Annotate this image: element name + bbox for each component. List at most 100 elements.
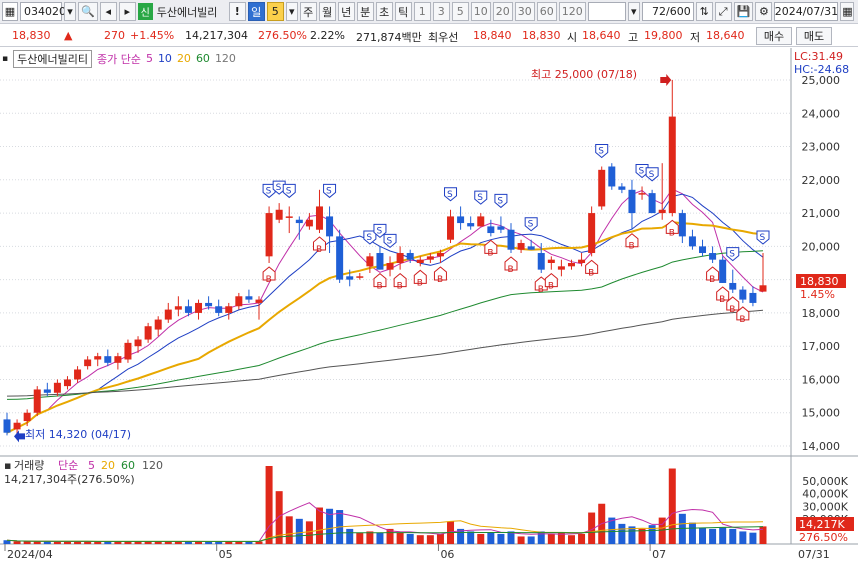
candle-body[interactable] — [699, 246, 707, 254]
volume-bar[interactable] — [699, 527, 707, 544]
volume-bar[interactable] — [356, 532, 364, 544]
interval-3-button[interactable]: 3 — [432, 2, 450, 21]
candle-body[interactable] — [13, 422, 21, 430]
candle-body[interactable] — [3, 419, 11, 433]
buy-signal-icon[interactable] — [262, 266, 276, 281]
volume-bar[interactable] — [436, 533, 444, 544]
buy-signal-icon[interactable] — [585, 259, 599, 274]
candle-body[interactable] — [759, 285, 767, 292]
candle-body[interactable] — [628, 189, 636, 214]
buy-signal-icon[interactable] — [312, 236, 326, 251]
candle-body[interactable] — [386, 263, 394, 270]
volume-bar[interactable] — [154, 541, 162, 544]
volume-bar[interactable] — [104, 541, 112, 544]
candle-body[interactable] — [114, 356, 122, 363]
volume-bar[interactable] — [144, 541, 152, 544]
volume-bar[interactable] — [517, 536, 525, 544]
candle-body[interactable] — [547, 259, 555, 263]
interval-5-button[interactable]: 5 — [451, 2, 469, 21]
volume-bar[interactable] — [43, 541, 51, 544]
volume-bar[interactable] — [23, 541, 31, 544]
volume-bar[interactable] — [618, 523, 626, 544]
buy-signal-icon[interactable] — [625, 233, 639, 248]
volume-bar[interactable] — [295, 518, 303, 544]
volume-bar[interactable] — [215, 541, 223, 544]
volume-bar[interactable] — [114, 541, 122, 544]
volume-bar[interactable] — [527, 536, 535, 544]
sell-signal-icon[interactable] — [373, 223, 387, 239]
period-tick-button[interactable]: 틱 — [394, 2, 412, 21]
candle-body[interactable] — [396, 253, 404, 263]
candle-body[interactable] — [436, 253, 444, 257]
volume-bar[interactable] — [709, 528, 717, 544]
candle-body[interactable] — [457, 216, 465, 224]
candle-body[interactable] — [598, 169, 606, 207]
candle-body[interactable] — [315, 206, 323, 230]
candle-body[interactable] — [285, 216, 293, 218]
volume-bar[interactable] — [739, 531, 747, 544]
candle-body[interactable] — [416, 259, 424, 263]
custom-interval-input[interactable] — [587, 2, 626, 21]
candle-body[interactable] — [618, 186, 626, 190]
candle-body[interactable] — [658, 209, 666, 214]
candle-body[interactable] — [305, 219, 313, 227]
volume-bar[interactable] — [305, 521, 313, 544]
period-month-button[interactable]: 월 — [318, 2, 336, 21]
candle-body[interactable] — [336, 236, 344, 280]
candle-body[interactable] — [537, 253, 545, 270]
volume-bar[interactable] — [507, 531, 515, 544]
volume-bar[interactable] — [608, 517, 616, 544]
candle-body[interactable] — [124, 342, 132, 360]
volume-bar[interactable] — [94, 541, 102, 544]
volume-bar[interactable] — [557, 532, 565, 544]
volume-bar[interactable] — [719, 527, 727, 544]
candle-body[interactable] — [275, 209, 283, 220]
candle-body[interactable] — [144, 326, 152, 340]
volume-bar[interactable] — [396, 532, 404, 544]
volume-bar[interactable] — [386, 528, 394, 544]
sell-signal-icon[interactable] — [494, 193, 508, 209]
candle-body[interactable] — [477, 216, 485, 227]
volume-bar[interactable] — [497, 533, 505, 544]
volume-bar[interactable] — [74, 541, 82, 544]
right-arrow-icon[interactable]: ▸ — [118, 2, 136, 21]
volume-bar[interactable] — [638, 528, 646, 544]
sell-signal-icon[interactable] — [474, 190, 488, 205]
volume-bar[interactable] — [759, 526, 767, 544]
buy-signal-icon[interactable] — [706, 266, 720, 281]
candle-body[interactable] — [467, 223, 475, 227]
buy-signal-icon[interactable] — [504, 256, 518, 271]
period-dropdown-icon[interactable]: ▾ — [285, 2, 298, 21]
volume-bar[interactable] — [53, 541, 61, 544]
volume-bar[interactable] — [688, 522, 696, 544]
buy-signal-icon[interactable] — [373, 273, 387, 288]
volume-bar[interactable] — [13, 541, 21, 544]
period-count-button[interactable]: 5 — [266, 2, 284, 21]
calendar-icon[interactable]: ▦ — [840, 2, 855, 21]
sell-signal-icon[interactable] — [635, 163, 649, 179]
candle-body[interactable] — [164, 309, 172, 320]
candle-body[interactable] — [255, 299, 263, 303]
candle-body[interactable] — [43, 389, 51, 393]
volume-bar[interactable] — [658, 517, 666, 544]
candle-body[interactable] — [608, 166, 616, 187]
candle-body[interactable] — [33, 389, 41, 413]
grid-icon[interactable]: ▦ — [2, 2, 18, 21]
volume-bar[interactable] — [346, 528, 354, 544]
buy-signal-icon[interactable] — [736, 306, 750, 321]
candle-body[interactable] — [487, 226, 495, 234]
volume-bar[interactable] — [235, 541, 243, 544]
alert-button[interactable]: ! — [228, 2, 246, 21]
volume-bar[interactable] — [678, 513, 686, 544]
save-icon[interactable]: 💾 — [733, 2, 754, 21]
buy-signal-icon[interactable] — [433, 266, 447, 281]
buy-signal-icon[interactable] — [393, 273, 407, 288]
candle-body[interactable] — [739, 289, 747, 300]
volume-bar[interactable] — [749, 532, 757, 544]
period-day-button[interactable]: 일 — [247, 2, 265, 21]
candle-body[interactable] — [557, 266, 565, 270]
candle-body[interactable] — [245, 296, 253, 300]
volume-bar[interactable] — [285, 516, 293, 544]
volume-bar[interactable] — [63, 541, 71, 544]
